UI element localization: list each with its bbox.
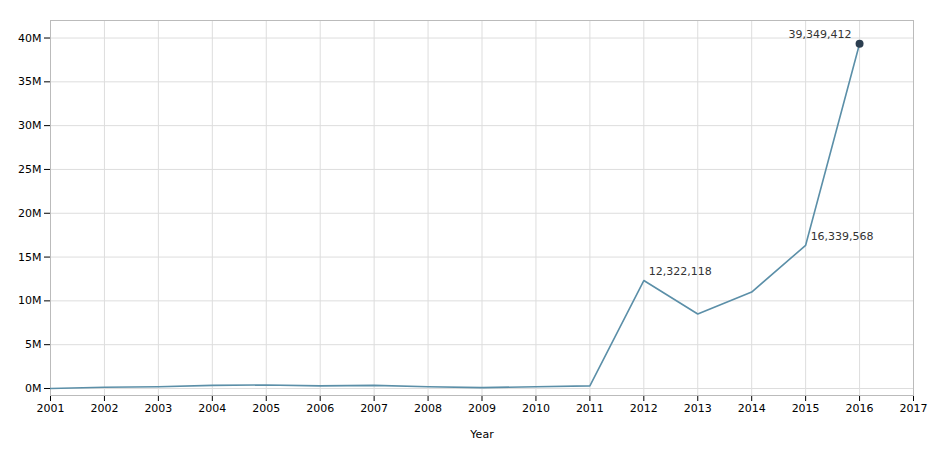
svg-text:2017: 2017 <box>900 402 928 415</box>
svg-text:12,322,118: 12,322,118 <box>649 265 712 278</box>
svg-text:Year: Year <box>469 428 494 441</box>
svg-text:2012: 2012 <box>630 402 658 415</box>
svg-text:2016: 2016 <box>846 402 874 415</box>
svg-text:2015: 2015 <box>792 402 820 415</box>
svg-text:2004: 2004 <box>198 402 226 415</box>
svg-text:2010: 2010 <box>522 402 550 415</box>
svg-text:2009: 2009 <box>468 402 496 415</box>
svg-text:2014: 2014 <box>738 402 766 415</box>
svg-text:2007: 2007 <box>360 402 388 415</box>
svg-text:0M: 0M <box>25 382 42 395</box>
svg-text:2002: 2002 <box>90 402 118 415</box>
svg-text:2011: 2011 <box>576 402 604 415</box>
svg-text:5M: 5M <box>25 338 42 351</box>
svg-text:2003: 2003 <box>144 402 172 415</box>
svg-text:30M: 30M <box>18 119 42 132</box>
svg-text:40M: 40M <box>18 32 42 45</box>
svg-text:35M: 35M <box>18 75 42 88</box>
svg-text:2006: 2006 <box>306 402 334 415</box>
svg-text:20M: 20M <box>18 207 42 220</box>
svg-text:10M: 10M <box>18 294 42 307</box>
svg-text:2005: 2005 <box>252 402 280 415</box>
svg-text:2008: 2008 <box>414 402 442 415</box>
svg-text:16,339,568: 16,339,568 <box>811 230 874 243</box>
svg-text:2001: 2001 <box>37 402 65 415</box>
svg-text:39,349,412: 39,349,412 <box>789 28 852 41</box>
svg-text:2013: 2013 <box>684 402 712 415</box>
svg-text:15M: 15M <box>18 251 42 264</box>
svg-text:25M: 25M <box>18 163 42 176</box>
